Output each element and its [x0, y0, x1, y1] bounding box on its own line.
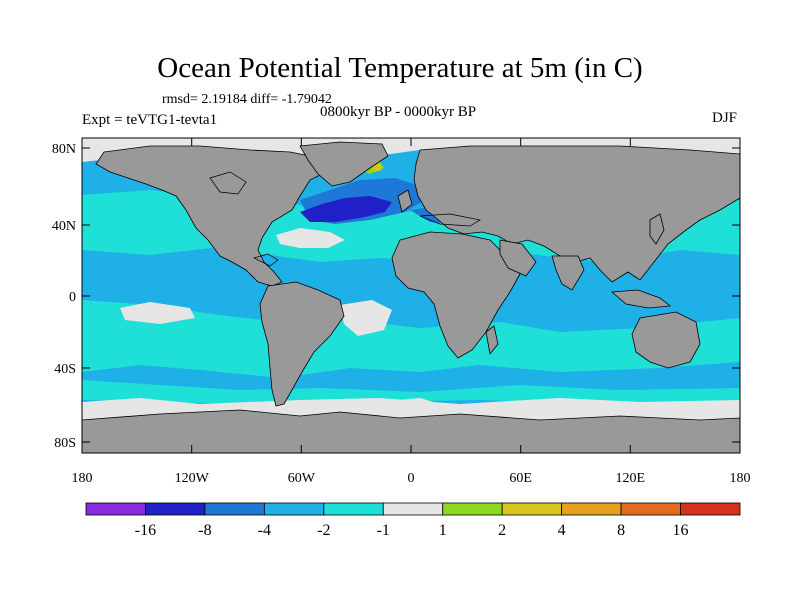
- land-uk: [397, 189, 413, 213]
- colorbar-swatch: [263, 502, 325, 516]
- lon-label: 180: [72, 471, 93, 486]
- land-japan: [649, 213, 665, 245]
- colorbar-swatch: [323, 502, 384, 516]
- colorbar-swatch: [620, 502, 681, 516]
- land-south-america: [259, 281, 345, 407]
- coastline-caribbean: [253, 253, 279, 267]
- lat-label: 40N: [52, 219, 76, 234]
- land-antarctica: [82, 409, 740, 453]
- lat-label: 80N: [52, 142, 76, 157]
- lon-label: 60W: [288, 471, 316, 486]
- coastline-mediterranean: [419, 213, 481, 227]
- colorbar-swatch: [501, 502, 563, 516]
- land-arabia: [499, 239, 537, 277]
- lon-label: 120E: [616, 471, 646, 486]
- colorbar-label: 8: [617, 522, 625, 539]
- colorbar-label: -16: [135, 522, 156, 539]
- colorbar-swatch: [382, 502, 444, 516]
- coastline-detail: [209, 171, 481, 267]
- colorbar-label: -2: [317, 522, 330, 539]
- near-zero-patch: [340, 300, 392, 336]
- near-zero-patch: [276, 228, 345, 248]
- land-indonesia: [611, 289, 672, 309]
- land-madagascar: [485, 325, 499, 355]
- season-label: DJF: [712, 110, 738, 126]
- map-plot-area: [82, 138, 740, 453]
- colorbar-swatch: [680, 502, 741, 516]
- stats-line: rmsd= 2.19184 diff= -1.79042: [162, 92, 332, 107]
- lat-label: 0: [69, 290, 76, 305]
- near-zero-patch: [120, 302, 195, 324]
- colorbar-label: 1: [439, 522, 447, 539]
- near-zero-patch: [380, 398, 460, 418]
- period-label: 0800kyr BP - 0000kyr BP: [320, 104, 477, 120]
- experiment-label: Expt = teVTG1-tevta1: [82, 112, 218, 128]
- coastline-hudson-bay: [209, 171, 247, 195]
- colorbar-swatch: [561, 502, 622, 516]
- ocean-band-light: [82, 300, 740, 378]
- colorbar-swatch: [204, 502, 265, 516]
- longitude-axis: 180 120W 60W 0 60E 120E 180: [72, 138, 751, 486]
- colorbar-swatch: [85, 502, 146, 516]
- colorbar-label: 16: [673, 522, 689, 539]
- lat-label: 40S: [54, 362, 76, 377]
- lon-label: 120W: [175, 471, 210, 486]
- ocean-band-light: [82, 380, 740, 404]
- land-africa: [391, 231, 521, 359]
- land-masses: [82, 141, 740, 453]
- map-title: Ocean Potential Temperature at 5m (in C): [157, 52, 643, 84]
- latitude-axis: 80N 40N 0 40S 80S: [52, 142, 740, 451]
- colorbar: -16 -8 -4 -2 -1 1 2 4 8 16: [85, 502, 741, 539]
- colorbar-swatch: [145, 502, 206, 516]
- lon-label: 0: [408, 471, 415, 486]
- land-india: [551, 255, 585, 291]
- anomaly-strong: [300, 196, 392, 222]
- lon-label: 180: [730, 471, 751, 486]
- colorbar-label: 2: [498, 522, 506, 539]
- lat-label: 80S: [54, 436, 76, 451]
- lon-label: 60E: [509, 471, 532, 486]
- land-greenland: [299, 141, 389, 187]
- land-australia: [631, 311, 701, 369]
- colorbar-label: -8: [198, 522, 211, 539]
- colorbar-label: 4: [558, 522, 566, 539]
- land-eurasia: [413, 145, 740, 283]
- colorbar-label: -1: [377, 522, 390, 539]
- colorbar-swatch: [442, 502, 503, 516]
- colorbar-label: -4: [258, 522, 271, 539]
